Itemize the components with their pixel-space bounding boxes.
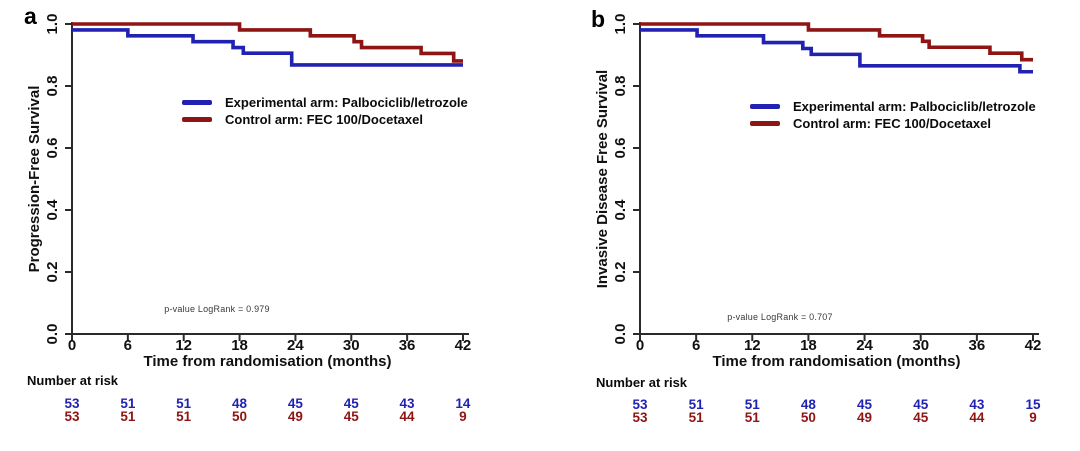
risk-count: 53 <box>632 397 648 412</box>
legend-label: Control arm: FEC 100/Docetaxel <box>793 116 991 131</box>
panel-a-km-curve <box>72 22 463 63</box>
panel-b-y-tick-label: 0.4 <box>612 199 629 221</box>
risk-count: 50 <box>800 410 816 425</box>
panel-a-pvalue-annotation: p-value LogRank = 0.979 <box>164 304 270 314</box>
risk-count: 53 <box>632 410 648 425</box>
legend-label: Experimental arm: Palbociclib/letrozole <box>793 99 1036 114</box>
panel-b-risk-row-experimental: 53 51 51 48 45 45 43 15 <box>627 397 1046 412</box>
risk-count: 45 <box>287 396 303 411</box>
legend-label: Experimental arm: Palbociclib/letrozole <box>225 95 468 110</box>
panel-b-x-axis-title: Time from randomisation (months) <box>712 353 961 370</box>
panel-b-km-curve <box>640 28 1033 74</box>
x-tick-label: 18 <box>231 337 248 354</box>
risk-count: 45 <box>343 409 359 424</box>
risk-count: 43 <box>969 397 985 412</box>
x-tick-label: 42 <box>454 337 472 354</box>
experimental-line-swatch-icon <box>182 100 212 105</box>
legend-item-experimental: Experimental arm: Palbociclib/letrozole <box>750 99 1036 114</box>
panel-b-pvalue-annotation: p-value LogRank = 0.707 <box>727 312 833 322</box>
experimental-line-swatch-icon <box>750 104 780 109</box>
panel-a-risk-table-title: Number at risk <box>27 373 119 388</box>
panel-b-y-tick-label: 0.2 <box>612 261 629 283</box>
x-tick-label: 36 <box>398 337 416 354</box>
risk-count: 9 <box>459 409 467 424</box>
risk-count: 51 <box>744 397 760 412</box>
legend-item-control: Control arm: FEC 100/Docetaxel <box>750 116 1036 131</box>
x-tick-label: 6 <box>123 337 133 354</box>
x-tick-label: 0 <box>67 337 77 354</box>
x-tick-label: 18 <box>800 337 817 354</box>
risk-count: 48 <box>800 397 816 412</box>
control-line-swatch-icon <box>182 117 212 122</box>
panel-a-y-tick-label: 1.0 <box>44 13 61 35</box>
control-line-swatch-icon <box>750 121 780 126</box>
panel-a-y-tick-label: 0.4 <box>44 199 61 221</box>
panel-a-y-tick-label: 0.8 <box>44 75 61 97</box>
x-tick-label: 24 <box>856 337 873 354</box>
panel-b-km-curve <box>640 22 1033 62</box>
risk-count: 45 <box>913 410 929 425</box>
risk-count: 9 <box>1029 410 1037 425</box>
risk-count: 48 <box>232 396 248 411</box>
risk-count: 51 <box>120 396 136 411</box>
risk-count: 43 <box>399 396 415 411</box>
panel-a-y-axis-title: Progression-Free Survival <box>26 85 43 273</box>
panel-a-legend: Experimental arm: Palbociclib/letrozole … <box>182 95 468 127</box>
panel-a-km-curve <box>72 28 463 67</box>
panel-b-axes <box>633 22 1039 341</box>
legend-item-experimental: Experimental arm: Palbociclib/letrozole <box>182 95 468 110</box>
panel-b-y-tick-label: 0.6 <box>612 137 629 159</box>
panel-b-letter: b <box>591 6 606 32</box>
panel-b-x-tick-labels: 0 6 12 18 24 30 36 42 <box>627 337 1046 354</box>
risk-count: 44 <box>399 409 415 424</box>
panel-b-y-tick-label: 1.0 <box>612 13 629 35</box>
x-tick-label: 0 <box>635 337 645 354</box>
risk-count: 51 <box>688 397 704 412</box>
risk-count: 15 <box>1025 397 1041 412</box>
risk-count: 51 <box>176 409 192 424</box>
panel-b-legend: Experimental arm: Palbociclib/letrozole … <box>750 99 1036 131</box>
risk-count: 51 <box>176 396 192 411</box>
panel-b-risk-table-title: Number at risk <box>596 375 688 390</box>
risk-count: 51 <box>744 410 760 425</box>
panel-a-y-tick-label: 0.6 <box>44 137 61 159</box>
panel-a-axes <box>65 22 469 341</box>
risk-count: 49 <box>287 409 303 424</box>
x-tick-label: 42 <box>1024 337 1042 354</box>
panel-b-y-axis-title: Invasive Disease Free Survival <box>594 69 611 289</box>
panel-a-y-tick-label: 0.2 <box>44 261 61 283</box>
x-tick-label: 12 <box>175 337 193 354</box>
risk-count: 44 <box>969 410 985 425</box>
panel-a-risk-row-control: 53 51 51 50 49 45 44 9 <box>59 409 476 424</box>
risk-count: 45 <box>857 397 873 412</box>
legend-item-control: Control arm: FEC 100/Docetaxel <box>182 112 468 127</box>
panel-a-x-tick-labels: 0 6 12 18 24 30 36 42 <box>59 337 476 354</box>
risk-count: 50 <box>232 409 248 424</box>
risk-count: 14 <box>455 396 471 411</box>
risk-count: 51 <box>120 409 136 424</box>
x-tick-label: 30 <box>912 337 930 354</box>
panel-b-y-tick-label: 0.8 <box>612 75 629 97</box>
x-tick-label: 24 <box>287 337 304 354</box>
legend-label: Control arm: FEC 100/Docetaxel <box>225 112 423 127</box>
panel-a-x-axis-title: Time from randomisation (months) <box>143 353 392 370</box>
panel-b-risk-row-control: 53 51 51 50 49 45 44 9 <box>627 410 1046 425</box>
risk-count: 53 <box>64 396 80 411</box>
x-tick-label: 6 <box>691 337 701 354</box>
panel-a-letter: a <box>24 3 37 29</box>
risk-count: 53 <box>64 409 80 424</box>
risk-count: 45 <box>913 397 929 412</box>
risk-count: 51 <box>688 410 704 425</box>
x-tick-label: 36 <box>968 337 986 354</box>
x-tick-label: 12 <box>743 337 761 354</box>
x-tick-label: 30 <box>342 337 360 354</box>
risk-count: 45 <box>343 396 359 411</box>
risk-count: 49 <box>857 410 873 425</box>
panel-a-risk-row-experimental: 53 51 51 48 45 45 43 14 <box>59 396 476 411</box>
